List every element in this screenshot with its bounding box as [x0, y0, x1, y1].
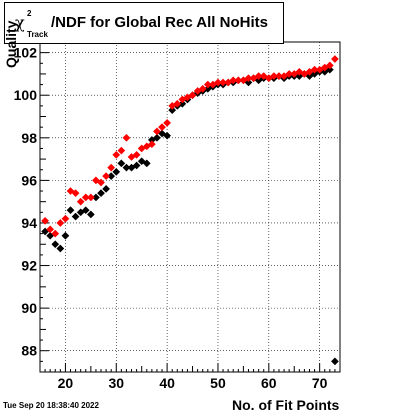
red-data-point [97, 178, 105, 187]
red-data-point [46, 225, 55, 234]
red-data-point [158, 123, 166, 132]
black-data-point [137, 157, 146, 166]
red-data-point [122, 133, 131, 142]
chart-title: /NDF for Global Rec All NoHits [51, 14, 268, 31]
black-data-point [51, 240, 60, 249]
red-data-point [71, 189, 80, 198]
y-tick-label: 98 [21, 130, 37, 146]
title-superscript: 2 [27, 9, 32, 18]
y-tick-label: 102 [14, 45, 38, 61]
black-data-point [97, 189, 105, 198]
red-data-point [112, 150, 121, 159]
black-data-point [152, 133, 161, 142]
x-tick-label: 50 [210, 375, 226, 391]
y-tick-label: 100 [14, 87, 38, 103]
black-data-point [66, 206, 75, 215]
x-tick-label: 20 [58, 375, 74, 391]
black-data-point [56, 244, 65, 253]
x-tick-label: 70 [312, 375, 328, 391]
red-data-point [132, 150, 141, 159]
x-tick-label: 30 [108, 375, 124, 391]
x-axis-label: No. of Fit Points [232, 397, 340, 413]
y-tick-label: 90 [21, 300, 37, 316]
x-tick-label: 40 [159, 375, 175, 391]
black-data-point [142, 159, 151, 168]
black-data-point [132, 161, 141, 170]
plot-area [40, 42, 340, 372]
black-data-point [112, 167, 121, 176]
timestamp: Tue Sep 20 18:38:40 2022 [3, 401, 99, 410]
red-data-point [198, 84, 207, 93]
red-data-point [163, 118, 172, 127]
black-data-point [102, 184, 111, 193]
red-data-point [188, 91, 197, 100]
y-tick-label: 94 [21, 215, 37, 231]
y-axis-label: Quality [3, 20, 19, 68]
title-chi-symbol: χ [15, 13, 25, 32]
x-tick-label: 60 [261, 375, 277, 391]
y-tick-label: 96 [21, 172, 37, 188]
red-data-point [117, 146, 126, 155]
black-data-point [86, 210, 95, 219]
red-data-point [51, 229, 60, 238]
y-tick-label: 88 [21, 343, 37, 359]
title-subscript: Track [27, 30, 48, 39]
red-data-point [147, 140, 156, 149]
black-data-point [61, 231, 70, 240]
red-data-point [86, 193, 95, 202]
red-data-point [61, 214, 70, 223]
black-data-point [330, 357, 339, 366]
black-data-point [168, 106, 177, 115]
red-data-point [56, 219, 65, 227]
black-data-point [163, 131, 172, 140]
red-data-point [173, 99, 182, 108]
black-data-point [81, 206, 90, 215]
red-data-point [325, 61, 334, 70]
black-data-point [71, 212, 80, 221]
chart-title-box: χ 2 Track /NDF for Global Rec All NoHits [4, 2, 284, 44]
y-tick-label: 92 [21, 258, 37, 274]
red-data-point [41, 216, 50, 225]
red-data-point [259, 72, 268, 81]
red-data-point [330, 55, 339, 63]
red-data-point [107, 163, 116, 172]
black-data-point [117, 159, 126, 168]
red-data-point [102, 172, 111, 181]
red-data-point [152, 127, 161, 136]
red-data-point [76, 197, 85, 206]
